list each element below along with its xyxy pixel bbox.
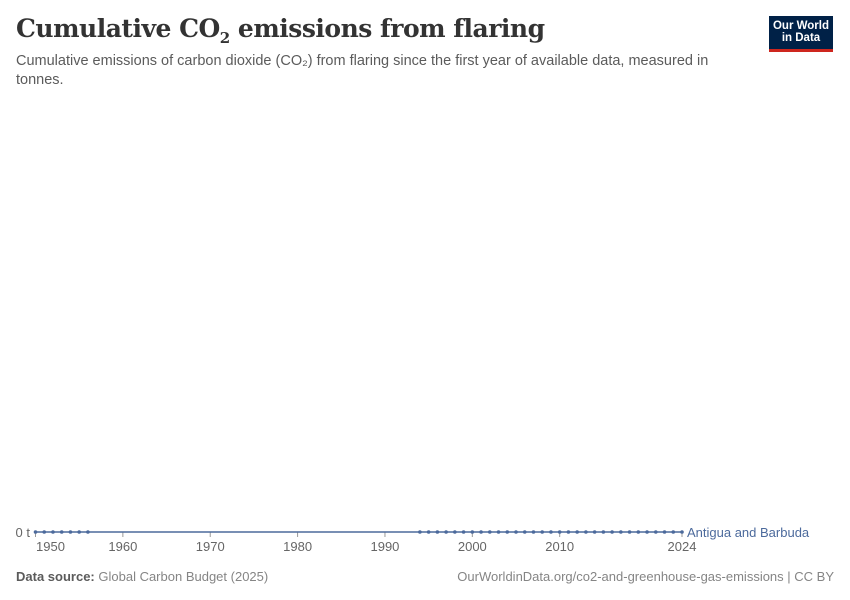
data-point: [680, 530, 684, 534]
data-point: [59, 530, 64, 534]
data-point: [619, 530, 623, 534]
data-point: [505, 530, 510, 534]
x-tick-label: 2024: [668, 539, 697, 554]
data-point: [557, 530, 562, 534]
data-point: [33, 530, 38, 534]
data-point: [86, 530, 90, 534]
data-point: [531, 530, 536, 534]
data-point: [601, 530, 606, 534]
data-point: [540, 530, 545, 534]
chart-subtitle: Cumulative emissions of carbon dioxide (…: [16, 53, 709, 88]
data-point: [653, 530, 658, 534]
data-point: [575, 530, 579, 534]
y-tick-label: 0 t: [16, 525, 31, 540]
data-point: [51, 530, 55, 534]
data-point: [522, 530, 527, 534]
footer-url[interactable]: OurWorldinData.org/co2-and-greenhouse-ga…: [457, 569, 834, 584]
data-point: [479, 530, 483, 534]
series-label: Antigua and Barbuda: [687, 525, 810, 540]
data-point: [584, 530, 588, 534]
x-tick-label: 1990: [370, 539, 399, 554]
x-tick-label: 1970: [196, 539, 225, 554]
x-tick-label: 1960: [108, 539, 137, 554]
data-point: [549, 530, 553, 534]
data-point: [592, 530, 597, 534]
data-point: [461, 530, 466, 534]
data-point: [496, 530, 501, 534]
owid-logo[interactable]: Our World in Data: [769, 16, 833, 52]
chart-title: Cumulative CO2 emissions from flaring: [16, 14, 545, 47]
data-point: [610, 530, 614, 534]
data-point: [470, 530, 475, 534]
data-point: [444, 530, 448, 534]
data-point: [77, 530, 81, 534]
data-point: [645, 530, 649, 534]
data-point: [435, 530, 440, 534]
data-point: [426, 530, 431, 534]
data-source-link[interactable]: Global Carbon Budget (2025): [98, 569, 269, 584]
data-point: [453, 530, 457, 534]
data-point: [662, 530, 667, 534]
data-point: [566, 530, 571, 534]
x-tick-label: 1950: [36, 539, 65, 554]
data-point: [42, 530, 47, 534]
data-point: [514, 530, 518, 534]
data-point: [671, 530, 676, 534]
data-point: [627, 530, 632, 534]
x-tick-label: 2000: [458, 539, 487, 554]
data-point: [418, 530, 422, 534]
data-source: Data source: Global Carbon Budget (2025): [16, 569, 269, 584]
x-tick-label: 1980: [283, 539, 312, 554]
data-point: [487, 530, 492, 534]
data-point: [68, 530, 73, 534]
data-point: [636, 530, 641, 534]
x-tick-label: 2010: [545, 539, 574, 554]
